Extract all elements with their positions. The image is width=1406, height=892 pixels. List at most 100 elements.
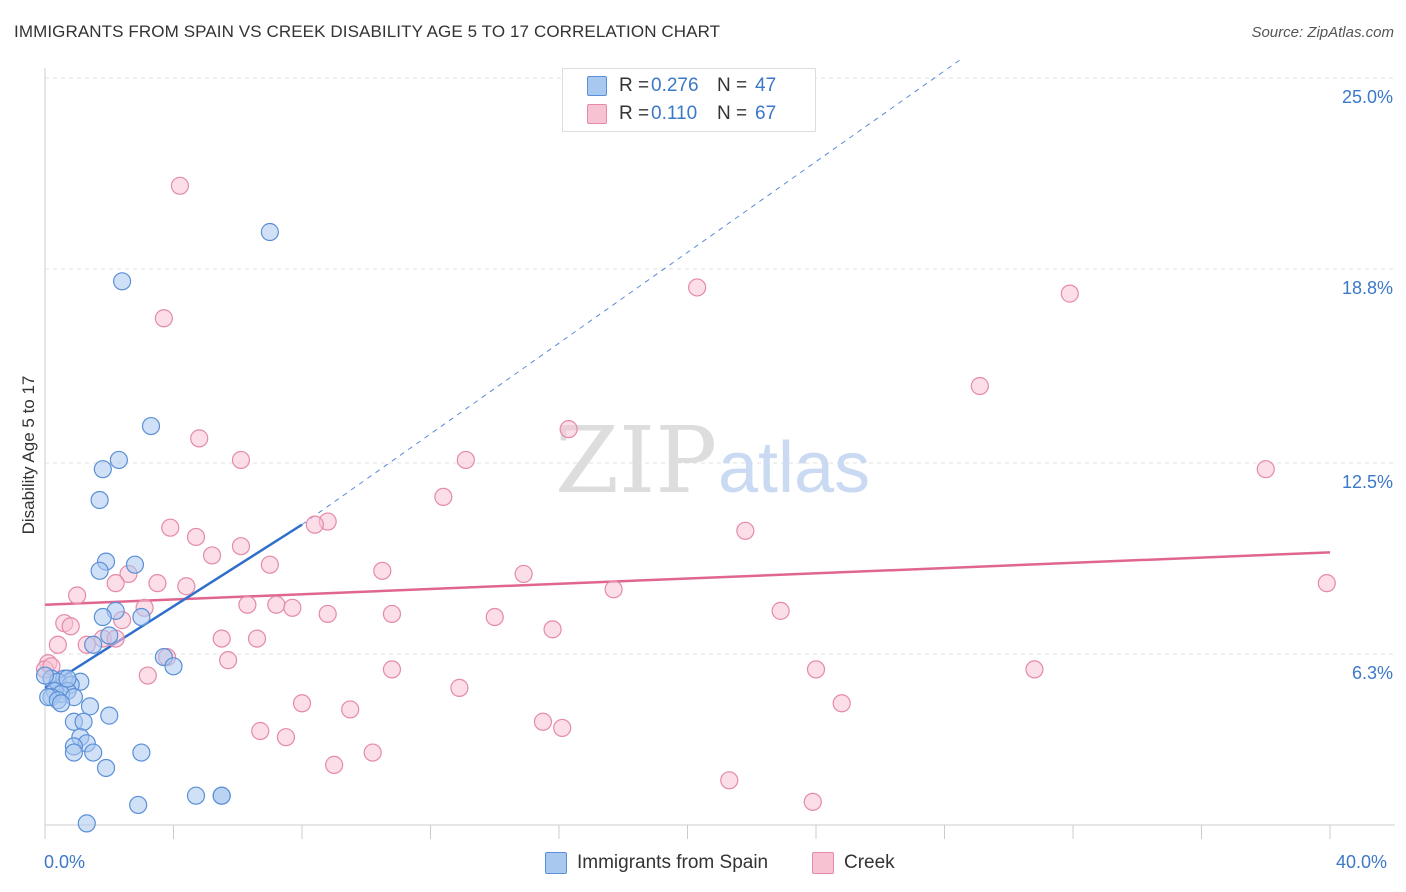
creek-point (148, 574, 167, 593)
creek-point (543, 620, 562, 639)
stats-legend: R = 0.276 N = 47 R = 0.110 N = 67 (562, 68, 816, 132)
spain-point (129, 795, 148, 815)
spain-point (132, 607, 151, 627)
creek-point (434, 487, 453, 507)
creek-point (771, 601, 790, 620)
creek-point (202, 546, 222, 565)
spain-point (74, 712, 93, 731)
creek-point (238, 595, 257, 614)
spain-point (132, 743, 151, 762)
watermark-zip: ZIP (555, 407, 717, 514)
blue-swatch (545, 852, 567, 874)
spain-point (35, 666, 55, 685)
legend-row-creek: R = 0.110 N = 67 (587, 101, 776, 127)
spain-trendline (44, 523, 303, 689)
source-label: Source: ZipAtlas.com (1251, 24, 1394, 41)
r-value: 0.276 (651, 75, 699, 96)
spain-point (51, 694, 71, 713)
n-value: 67 (755, 103, 777, 124)
creek-point (559, 420, 578, 439)
creek-point (720, 771, 739, 790)
spain-point (93, 460, 112, 479)
spain-point (96, 758, 116, 778)
spain-point (84, 743, 103, 762)
creek-point (318, 604, 337, 624)
creek-point (806, 660, 826, 679)
creek-point (260, 555, 279, 574)
creek-point (212, 629, 231, 648)
creek-point (485, 607, 504, 627)
creek-point (456, 450, 475, 470)
creek-point (161, 518, 180, 537)
creek-point (970, 376, 989, 396)
creek-point (382, 660, 402, 679)
creek-point (1256, 460, 1275, 479)
spain-point (100, 626, 119, 645)
chart-title: IMMIGRANTS FROM SPAIN VS CREEK DISABILIT… (14, 22, 721, 41)
creek-point (276, 728, 296, 747)
creek-point (231, 450, 251, 470)
spain-trendline-extension (301, 59, 961, 526)
creek-point (604, 580, 623, 599)
creek-point (514, 564, 533, 584)
spain-point (109, 450, 128, 470)
creek-point (267, 595, 286, 614)
legend-item-label: Creek (844, 852, 895, 873)
creek-point (450, 678, 469, 697)
gridlines (45, 77, 1395, 655)
spain-point (80, 697, 100, 716)
spain-point (112, 272, 132, 291)
creek-point (106, 574, 125, 593)
n-value: 47 (755, 75, 777, 96)
n-label: N = (717, 103, 748, 124)
creek-point (305, 515, 324, 534)
creek-point (177, 577, 196, 596)
creek-point (170, 176, 190, 195)
creek-points (35, 176, 1336, 811)
creek-point (1025, 660, 1044, 679)
creek-point (48, 635, 67, 654)
legend-item-spain: Immigrants from Spain (545, 852, 768, 874)
spain-point (186, 786, 206, 805)
trendlines (44, 59, 1331, 689)
pink-swatch (812, 852, 834, 874)
creek-point (186, 527, 206, 547)
creek-point (373, 561, 392, 580)
creek-point (1060, 284, 1079, 303)
creek-point (341, 700, 360, 719)
creek-point (154, 309, 173, 328)
spain-point (58, 669, 77, 688)
creek-trendline (44, 551, 1331, 606)
n-label: N = (717, 75, 748, 96)
creek-point (533, 712, 553, 731)
creek-point (283, 598, 302, 617)
creek-point (231, 537, 251, 556)
blue-swatch (587, 76, 607, 96)
creek-point (688, 278, 707, 297)
r-label: R = (619, 103, 650, 124)
y-tick-labels: 6.3% 12.5% 18.8% 25.0% (1342, 87, 1393, 683)
creek-point (190, 429, 209, 448)
creek-point (803, 792, 822, 811)
spain-point (260, 222, 279, 242)
creek-point (736, 521, 755, 540)
spain-point (77, 814, 96, 833)
creek-point (251, 721, 270, 741)
x-max-label: 40.0% (1336, 852, 1388, 872)
spain-point (164, 657, 183, 676)
y-tick-label: 12.5% (1342, 472, 1393, 492)
creek-point (363, 743, 382, 762)
pink-swatch (587, 104, 607, 124)
legend-item-label: Immigrants from Spain (577, 852, 769, 873)
x-min-label: 0.0% (44, 852, 86, 872)
spain-point (100, 706, 119, 725)
creek-point (325, 755, 344, 774)
watermark-atlas: atlas (718, 428, 870, 508)
creek-point (832, 694, 851, 713)
y-tick-label: 25.0% (1342, 87, 1393, 107)
spain-point (212, 786, 231, 805)
creek-point (138, 666, 157, 685)
spain-point (64, 743, 84, 762)
creek-point (382, 604, 402, 624)
